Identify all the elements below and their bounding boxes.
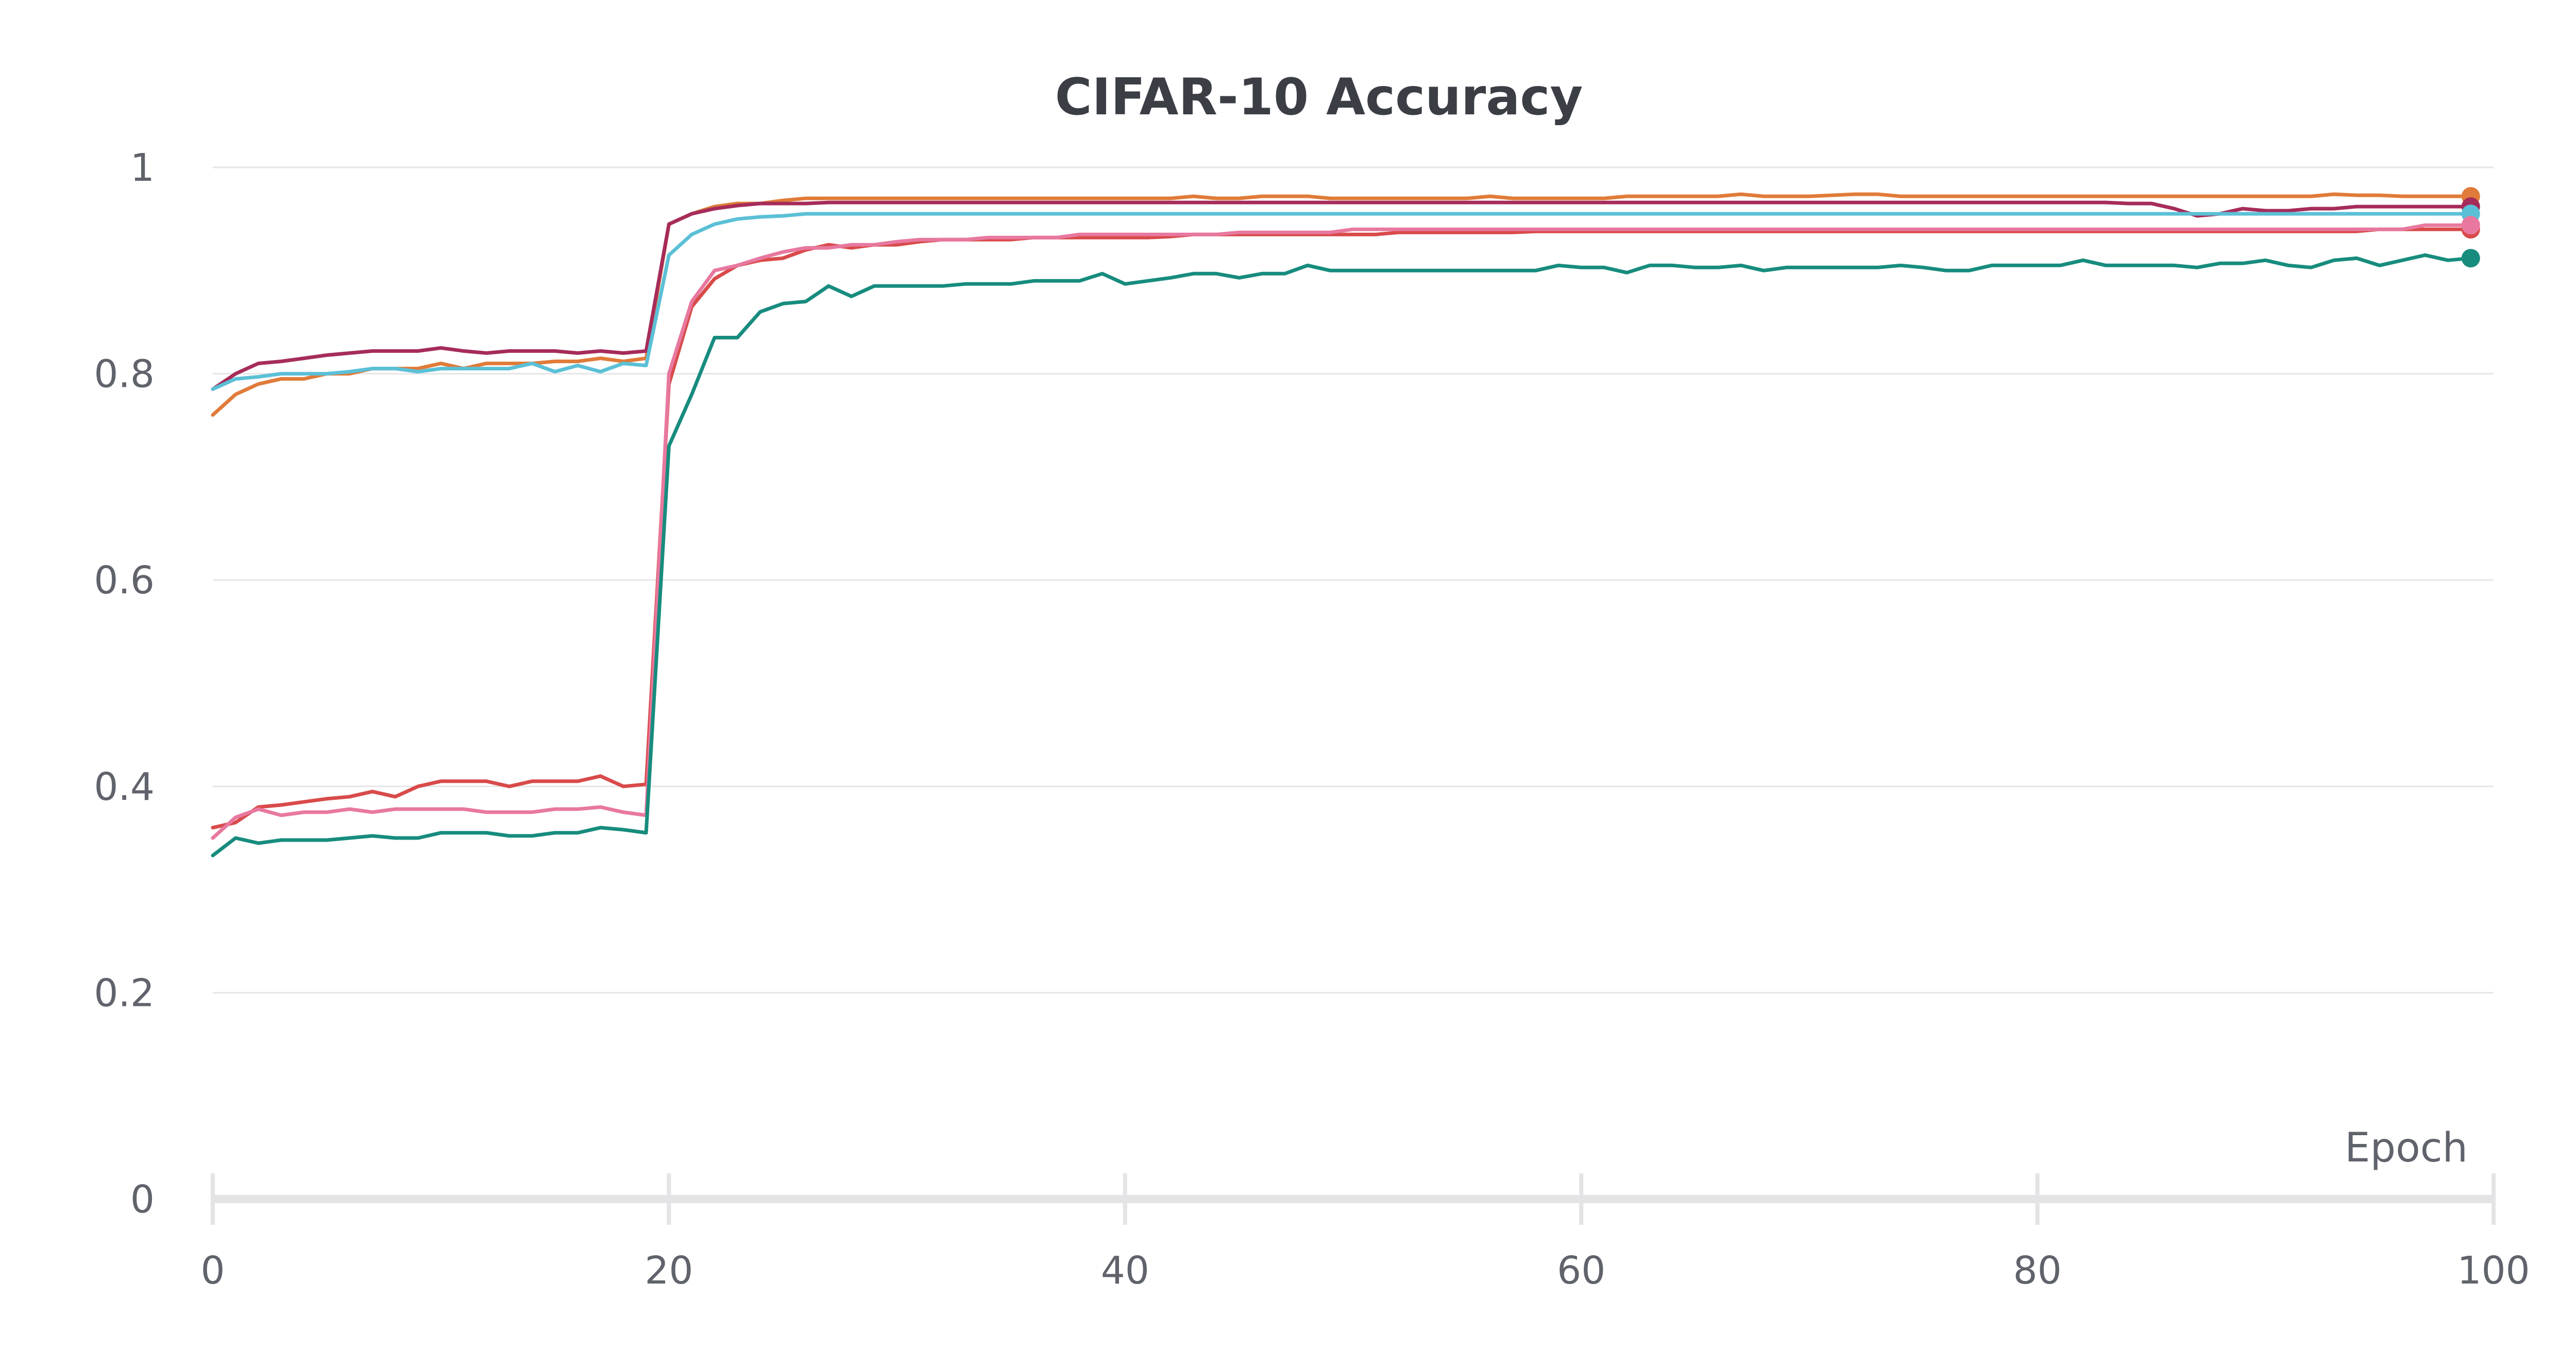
series-line-1 bbox=[211, 192, 2473, 417]
x-tick-label: 0 bbox=[200, 1249, 225, 1293]
x-tick-label: 40 bbox=[1101, 1249, 1149, 1293]
series-line-4 bbox=[211, 227, 2473, 830]
series-line-2 bbox=[211, 200, 2473, 391]
x-axis: 0 20 40 60 80 100 bbox=[200, 1173, 2530, 1293]
y-tick-label: 0.4 bbox=[94, 765, 155, 809]
y-axis: 0 0.2 0.4 0.6 0.8 1 bbox=[94, 146, 155, 1222]
y-tick-label: 0.2 bbox=[94, 971, 155, 1015]
series-line-5 bbox=[211, 223, 2473, 840]
series-endpoints bbox=[2461, 187, 2480, 268]
gridlines bbox=[213, 166, 2494, 994]
y-tick-label: 0 bbox=[130, 1177, 155, 1222]
series-endpoint-5 bbox=[2461, 216, 2480, 235]
series-line-3 bbox=[211, 212, 2473, 391]
y-tick-label: 1 bbox=[130, 146, 155, 190]
y-tick-label: 0.8 bbox=[94, 352, 155, 397]
series-line-6 bbox=[211, 253, 2473, 858]
x-axis-title: Epoch bbox=[2345, 1125, 2468, 1171]
y-tick-label: 0.6 bbox=[94, 558, 155, 603]
x-tick-label: 80 bbox=[2013, 1249, 2062, 1293]
x-tick-label: 100 bbox=[2457, 1249, 2530, 1293]
x-tick-label: 20 bbox=[645, 1249, 693, 1293]
x-tick-label: 60 bbox=[1557, 1249, 1605, 1293]
series-lines bbox=[211, 192, 2473, 858]
series-endpoint-6 bbox=[2461, 249, 2480, 268]
chart-title: CIFAR-10 Accuracy bbox=[1055, 68, 1583, 127]
